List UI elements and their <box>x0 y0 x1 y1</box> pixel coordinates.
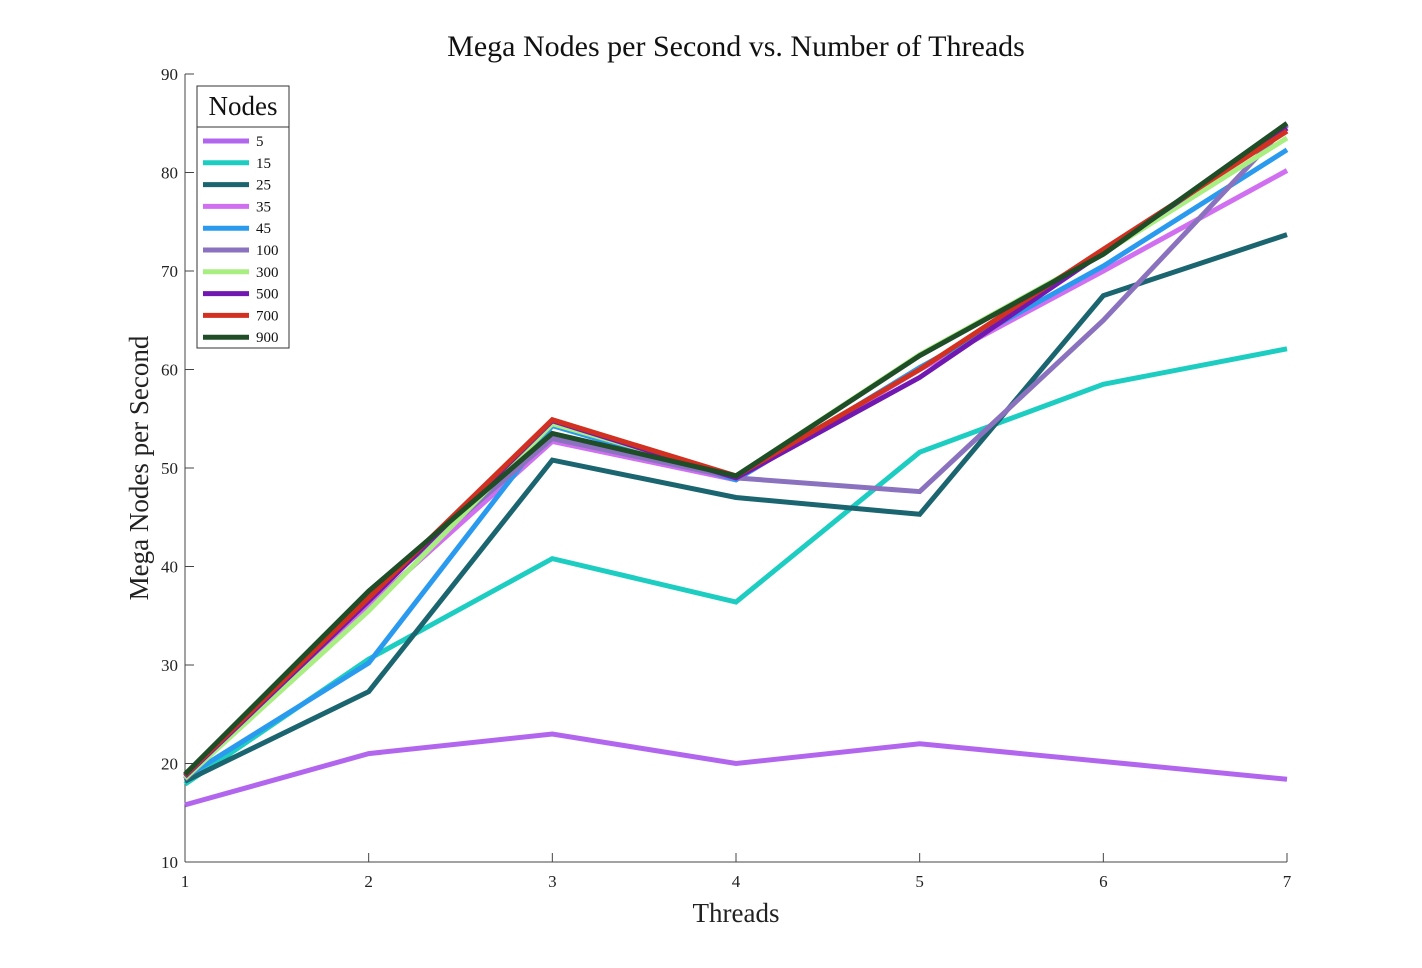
y-tick-label: 70 <box>161 262 178 281</box>
series-line-500 <box>183 126 1289 779</box>
series-layer <box>183 121 1289 808</box>
y-tick-label: 90 <box>161 65 178 84</box>
x-axis-label: Threads <box>693 898 780 928</box>
series-line-100 <box>183 123 1289 782</box>
y-tick-label: 30 <box>161 656 178 675</box>
series-line-25 <box>183 232 1288 784</box>
y-tick-label: 40 <box>161 558 178 577</box>
chart-title: Mega Nodes per Second vs. Number of Thre… <box>447 30 1025 63</box>
legend-label-300: 300 <box>256 265 279 281</box>
legend-label-700: 700 <box>256 308 279 324</box>
y-tick-label: 50 <box>161 459 178 478</box>
y-tick-label: 10 <box>161 853 178 872</box>
x-tick-label: 3 <box>548 872 557 891</box>
series-line-15 <box>183 346 1288 787</box>
legend-label-15: 15 <box>256 156 271 172</box>
series-line-300 <box>183 135 1289 781</box>
x-tick-label: 7 <box>1283 872 1292 891</box>
legend-label-25: 25 <box>256 178 271 194</box>
legend-label-35: 35 <box>256 199 271 215</box>
x-tick-label: 4 <box>732 872 741 891</box>
x-tick-label: 5 <box>915 872 924 891</box>
x-tick-label: 6 <box>1099 872 1108 891</box>
series-line-900 <box>183 121 1289 777</box>
series-line-5 <box>184 731 1288 808</box>
x-tick-label: 1 <box>181 872 190 891</box>
legend-title: Nodes <box>209 91 278 121</box>
y-axis-label: Mega Nodes per Second <box>124 335 154 600</box>
y-tick-label: 20 <box>161 755 178 774</box>
legend-label-5: 5 <box>256 134 264 150</box>
legend-label-45: 45 <box>256 221 271 237</box>
legend-label-100: 100 <box>256 243 279 259</box>
y-tick-label: 80 <box>161 164 178 183</box>
legend-label-500: 500 <box>256 287 279 303</box>
legend-box <box>196 85 290 349</box>
y-tick-label: 60 <box>161 361 178 380</box>
x-tick-label: 2 <box>364 872 373 891</box>
series-line-700 <box>183 128 1289 778</box>
legend-label-900: 900 <box>256 330 279 346</box>
legend: Nodes 5 15 25 35 45 100 300 500 700 900 <box>196 85 290 349</box>
